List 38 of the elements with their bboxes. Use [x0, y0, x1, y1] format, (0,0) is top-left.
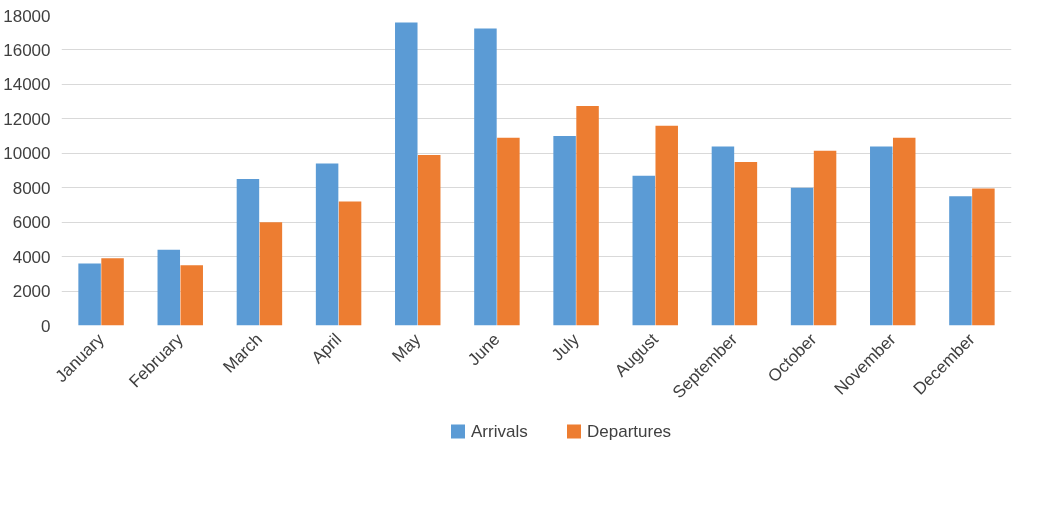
y-tick-label: 18000	[3, 6, 51, 26]
x-tick-label: July	[547, 329, 584, 365]
bar	[949, 196, 972, 326]
bar	[157, 249, 181, 326]
y-tick-label: 16000	[3, 40, 51, 60]
bar	[236, 179, 260, 326]
bar	[338, 201, 362, 326]
bar	[259, 222, 283, 326]
bar	[655, 125, 678, 326]
bar	[78, 263, 101, 326]
y-tick-label: 6000	[12, 213, 51, 233]
bar	[497, 137, 520, 326]
x-tick-label: May	[388, 329, 425, 366]
y-tick-label: 14000	[3, 75, 51, 95]
bar	[813, 150, 837, 326]
y-tick-label: 4000	[12, 247, 51, 267]
y-tick-label: 0	[41, 316, 51, 336]
bar	[734, 161, 758, 326]
bar	[553, 136, 576, 326]
bar	[711, 146, 735, 326]
legend-label: Departures	[587, 422, 672, 441]
bar	[870, 146, 893, 326]
bar	[972, 188, 995, 326]
bar	[417, 155, 441, 326]
bar	[101, 258, 124, 326]
y-tick-label: 10000	[3, 144, 51, 164]
legend-label: Arrivals	[471, 422, 528, 441]
bar	[315, 163, 339, 326]
bar	[395, 22, 418, 326]
bar	[790, 187, 814, 326]
bar	[892, 137, 916, 326]
y-tick-label: 8000	[12, 178, 51, 198]
bar	[576, 105, 599, 326]
y-tick-label: 2000	[12, 282, 51, 302]
y-tick-label: 12000	[3, 109, 51, 129]
bar	[180, 265, 203, 326]
bar	[632, 175, 656, 326]
bar	[474, 28, 497, 326]
